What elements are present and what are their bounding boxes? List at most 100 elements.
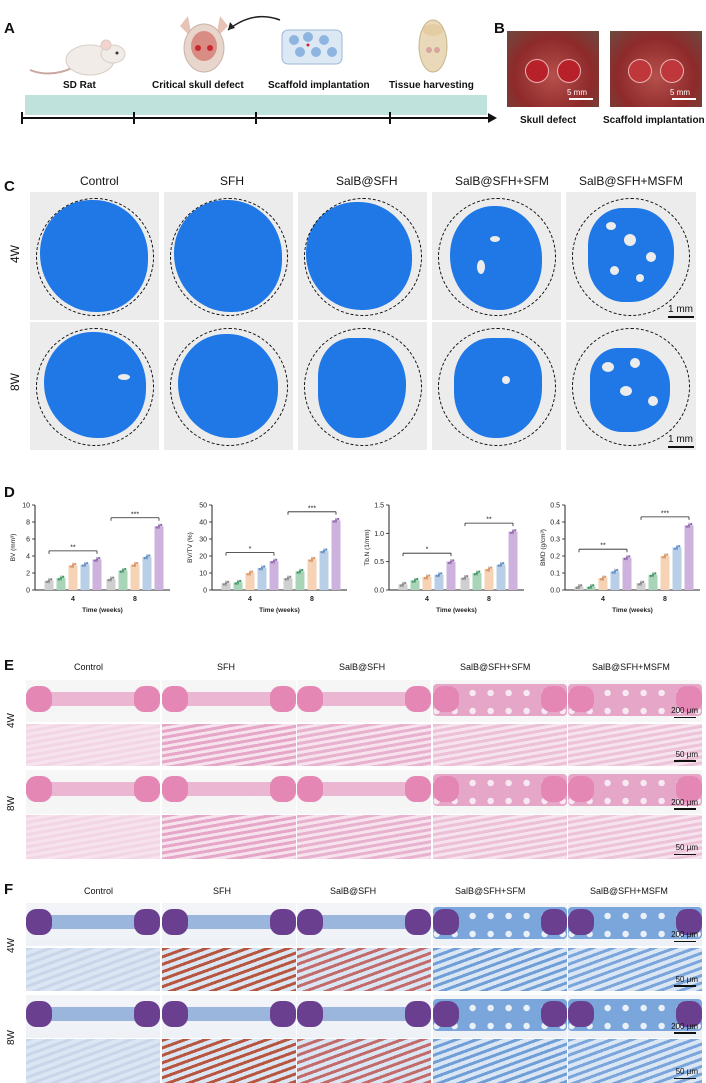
row-label: 4W bbox=[6, 713, 17, 728]
bone-edge bbox=[161, 909, 188, 935]
data-point bbox=[437, 573, 441, 576]
y-tick-label: 0 bbox=[26, 588, 30, 595]
tissue-band bbox=[161, 692, 296, 706]
masson-overview-image bbox=[161, 903, 296, 946]
bone-edge bbox=[540, 909, 567, 935]
bone-edge bbox=[297, 775, 323, 802]
data-point bbox=[289, 575, 292, 579]
y-tick-label: 0.1 bbox=[550, 571, 560, 578]
masson-overview-image: 200 μm bbox=[568, 994, 702, 1038]
x-axis-label: Time (weeks) bbox=[612, 607, 653, 614]
ct-salb-msfm-8w: 1 mm bbox=[566, 322, 696, 450]
masson-overview-image bbox=[297, 994, 431, 1038]
data-point bbox=[248, 571, 252, 575]
scale-label: 200 μm bbox=[671, 797, 698, 807]
tissue-band bbox=[161, 781, 296, 796]
masson-highmag-image: 50 μm bbox=[568, 1039, 702, 1083]
data-point bbox=[616, 568, 619, 572]
masson-highmag-image bbox=[26, 947, 160, 991]
data-point bbox=[637, 583, 640, 586]
bone-edge bbox=[297, 686, 323, 712]
bone-edge bbox=[26, 775, 52, 802]
bar bbox=[610, 571, 620, 590]
data-point bbox=[62, 575, 65, 579]
data-point bbox=[74, 562, 77, 566]
scale-bar bbox=[674, 716, 696, 718]
data-point bbox=[502, 562, 505, 565]
x-axis-label: Time (weeks) bbox=[82, 607, 123, 614]
bone-edge bbox=[269, 775, 296, 802]
photo-scaffold-implantation: 5 mm bbox=[610, 31, 702, 107]
ct-sfh-4w bbox=[164, 192, 293, 320]
tissue-band bbox=[297, 692, 431, 706]
data-point bbox=[623, 557, 626, 561]
tissue-band bbox=[26, 915, 160, 929]
bone-edge bbox=[26, 686, 52, 712]
data-point bbox=[678, 545, 681, 548]
data-point bbox=[310, 558, 314, 561]
bar bbox=[331, 520, 341, 590]
data-point bbox=[423, 577, 426, 580]
group-header: SFH bbox=[217, 662, 235, 672]
scale-label: 5 mm bbox=[670, 88, 690, 97]
bone-edge bbox=[297, 909, 323, 935]
significance-label: * bbox=[249, 546, 252, 553]
data-point bbox=[308, 559, 311, 562]
y-tick-label: 0.0 bbox=[374, 588, 384, 595]
masson-overview-image bbox=[297, 903, 431, 946]
data-point bbox=[160, 523, 163, 527]
data-point bbox=[109, 577, 113, 581]
panel-label-b: B bbox=[494, 20, 505, 37]
data-point bbox=[95, 558, 99, 561]
data-point bbox=[71, 564, 75, 567]
scale-label: 200 μm bbox=[671, 1021, 698, 1031]
scale-label: 1 mm bbox=[668, 434, 693, 445]
data-point bbox=[313, 556, 316, 560]
data-point bbox=[497, 564, 500, 567]
bone-edge bbox=[405, 686, 431, 712]
significance-label: ** bbox=[486, 517, 492, 524]
data-point bbox=[45, 580, 48, 584]
scale-bar bbox=[674, 760, 696, 762]
data-point bbox=[675, 546, 679, 549]
data-point bbox=[440, 572, 443, 575]
masson-highmag-image bbox=[297, 947, 431, 991]
masson-highmag-image bbox=[161, 947, 296, 991]
data-point bbox=[580, 584, 583, 587]
data-point bbox=[320, 550, 323, 554]
significance-label: *** bbox=[131, 511, 139, 518]
masson-highmag-image bbox=[432, 1039, 567, 1083]
he-highmag-image: 50 μm bbox=[568, 815, 702, 859]
data-point bbox=[275, 558, 278, 562]
masson-highmag-image bbox=[26, 1039, 160, 1083]
bar bbox=[92, 559, 102, 590]
data-point bbox=[157, 525, 161, 528]
data-point bbox=[628, 555, 631, 558]
bar bbox=[660, 556, 670, 590]
data-point bbox=[399, 584, 402, 587]
data-point bbox=[236, 581, 240, 584]
tissue-band bbox=[297, 915, 431, 929]
data-point bbox=[642, 580, 645, 584]
data-point bbox=[577, 585, 581, 588]
step-label: SD Rat bbox=[63, 80, 96, 91]
data-point bbox=[131, 564, 134, 567]
step-label: Scaffold implantation bbox=[268, 80, 370, 91]
data-point bbox=[222, 583, 225, 586]
bar bbox=[484, 569, 494, 590]
data-point bbox=[337, 517, 340, 521]
scale-bar bbox=[674, 808, 696, 810]
y-tick-label: 0.2 bbox=[550, 554, 560, 561]
data-point bbox=[98, 556, 101, 560]
data-point bbox=[107, 579, 111, 582]
data-point bbox=[322, 549, 326, 553]
he-overview-image: 200 μm bbox=[568, 680, 702, 722]
data-point bbox=[613, 570, 617, 573]
he-overview-image bbox=[161, 769, 296, 814]
category-label: 4 bbox=[71, 596, 75, 603]
data-point bbox=[490, 566, 493, 569]
data-point bbox=[301, 568, 304, 572]
data-point bbox=[334, 519, 338, 522]
data-point bbox=[332, 520, 335, 523]
data-point bbox=[690, 522, 693, 526]
